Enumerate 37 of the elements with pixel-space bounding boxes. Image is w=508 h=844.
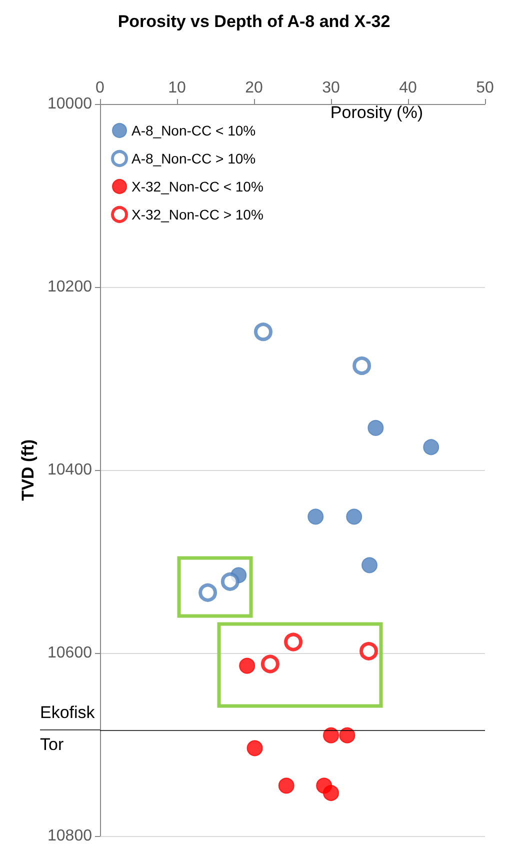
point: [246, 740, 263, 756]
y-tick-label: 10000: [48, 96, 92, 112]
x-axis-title: Porosity (%): [330, 103, 423, 122]
point: [346, 508, 362, 525]
text: Tor: [40, 734, 64, 754]
text: Ekofisk: [40, 702, 96, 722]
point: [362, 557, 378, 574]
y-tick-label: 10600: [48, 644, 92, 662]
legend-label: A-8_Non-CC > 10%: [132, 150, 256, 166]
x-tick-label: 0: [96, 80, 105, 96]
legend-label: A-8_Non-CC < 10%: [132, 122, 256, 138]
point: [239, 658, 256, 674]
point: [254, 322, 272, 342]
y-tick-label: 10800: [48, 828, 92, 844]
point: [352, 356, 372, 375]
legend-label: X-32_Non-CC > 10%: [132, 206, 264, 222]
x-tick-label: 10: [168, 80, 186, 96]
x-tick-label: 20: [245, 80, 263, 96]
point: [323, 785, 339, 801]
point: [323, 727, 339, 744]
chart-title: Porosity vs Depth of A-8 and X-32: [118, 12, 390, 31]
point: [220, 572, 240, 591]
legend-label: X-32_Non-CC < 10%: [132, 178, 264, 194]
point: [368, 420, 384, 436]
x-tick-label: 40: [399, 80, 417, 96]
point: [260, 654, 280, 674]
x-tick-label: 30: [322, 80, 340, 96]
point: [339, 727, 356, 744]
x-tick-label: 50: [476, 80, 494, 96]
point: [278, 778, 294, 794]
point: [359, 642, 378, 660]
point: [308, 508, 324, 525]
y-tick-label: 10200: [48, 278, 92, 296]
point: [284, 632, 303, 652]
y-axis-title: TVD (ft): [18, 439, 38, 501]
point: [423, 439, 440, 456]
y-tick-label: 10400: [48, 462, 92, 478]
